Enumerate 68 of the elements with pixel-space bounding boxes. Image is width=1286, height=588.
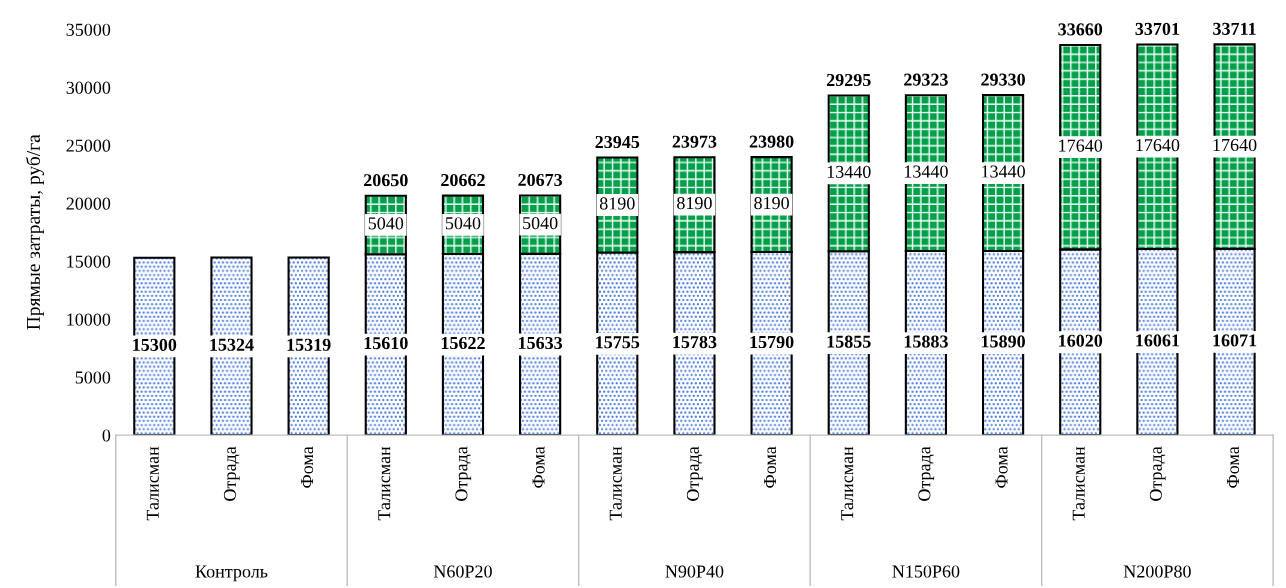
data-label: 5040 — [445, 217, 481, 230]
data-label: 15300 — [133, 338, 177, 351]
data-label: 15610 — [364, 336, 408, 350]
data-label: 16061 — [1136, 334, 1180, 347]
x-tick-label: Фома — [995, 446, 1008, 488]
total-label: 29330 — [981, 73, 1025, 86]
y-tick-label: 0 — [102, 429, 111, 442]
y-tick-label: 15000 — [67, 255, 111, 268]
data-label: 13440 — [827, 165, 871, 178]
y-tick-label: 25000 — [66, 139, 111, 152]
x-tick-label: Отрада — [1149, 446, 1166, 501]
total-label: 23973 — [672, 135, 717, 148]
data-label: 16020 — [1059, 334, 1103, 347]
y-tick-label: 10000 — [67, 313, 111, 326]
total-label: 20673 — [518, 173, 563, 187]
data-label: 17640 — [1213, 138, 1257, 152]
y-axis-title: Прямые затраты, руб/га — [25, 134, 44, 330]
x-tick-label: Фома — [532, 446, 545, 488]
total-label: 33711 — [1213, 22, 1256, 35]
data-label: 15855 — [827, 335, 871, 348]
data-label: 15790 — [750, 335, 794, 349]
data-label: 17640 — [1059, 139, 1103, 152]
text: N200P80 — [1123, 565, 1191, 578]
data-label: 16071 — [1213, 334, 1257, 347]
x-tick-label: Талисман — [1072, 446, 1085, 521]
x-tick-label: Талисман — [609, 446, 622, 521]
x-tick-label: Отрада — [223, 446, 240, 501]
total-label: 20650 — [363, 174, 408, 187]
data-label: 13440 — [904, 165, 948, 178]
data-label: 8190 — [599, 197, 635, 210]
text: Контроль — [195, 565, 268, 582]
total-label: 33701 — [1135, 22, 1180, 35]
total-label: 23980 — [749, 135, 794, 148]
y-tick-label: 30000 — [66, 81, 111, 94]
x-tick-label: Фома — [301, 446, 314, 488]
data-label: 15783 — [673, 335, 717, 349]
y-tick-label: 5000 — [75, 371, 111, 384]
data-label: 15324 — [210, 338, 254, 351]
total-label: 33660 — [1058, 23, 1103, 36]
data-label: 15633 — [519, 336, 563, 350]
total-label: 20662 — [441, 173, 485, 187]
data-label: 13440 — [982, 165, 1025, 178]
data-label: 17640 — [1136, 139, 1180, 152]
data-label: 15319 — [287, 338, 331, 351]
x-tick-label: Отрада — [918, 446, 935, 501]
data-label: 5040 — [368, 217, 404, 230]
total-label: 29295 — [826, 73, 871, 87]
x-tick-label: Фома — [1227, 446, 1240, 488]
x-tick-label: Талисман — [841, 446, 854, 521]
data-label: 15622 — [441, 336, 485, 350]
data-label: 15883 — [904, 335, 948, 348]
x-tick-label: Талисман — [378, 446, 391, 521]
data-label: 8190 — [677, 197, 712, 210]
x-tick-label: Талисман — [146, 446, 159, 521]
text: N90P40 — [665, 565, 724, 578]
y-tick-label: 20000 — [66, 197, 111, 210]
text: N150P60 — [892, 565, 960, 578]
data-label: 5040 — [523, 217, 558, 230]
data-label: 8190 — [754, 196, 789, 210]
x-tick-label: Отрада — [455, 446, 472, 501]
total-label: 29323 — [904, 73, 948, 86]
y-tick-label: 35000 — [66, 23, 111, 36]
text: N60P20 — [433, 565, 492, 578]
x-tick-label: Отрада — [686, 446, 703, 501]
x-tick-label: Фома — [764, 446, 777, 488]
data-label: 15890 — [981, 335, 1025, 348]
total-label: 23945 — [595, 135, 640, 149]
data-label: 15755 — [596, 336, 640, 349]
